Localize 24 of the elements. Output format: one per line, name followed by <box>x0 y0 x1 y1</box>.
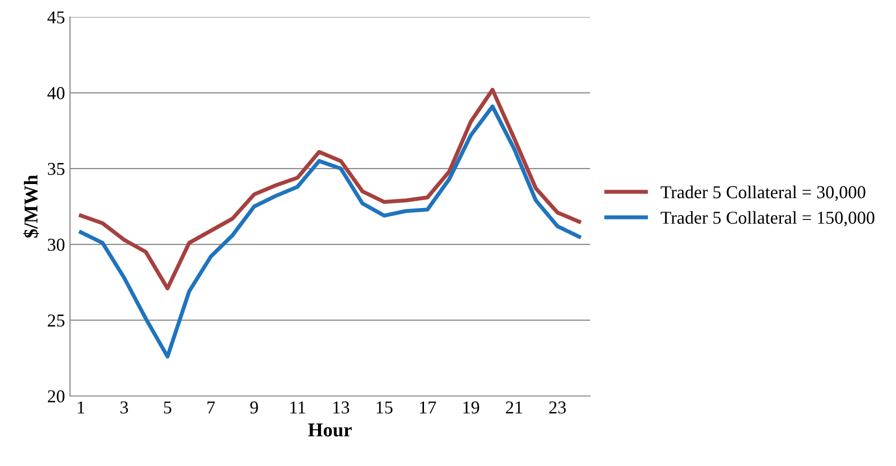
x-tick-label: 3 <box>120 401 128 414</box>
x-tick-label: 19 <box>463 401 480 414</box>
line-series <box>78 88 582 290</box>
x-tick-label: 9 <box>250 401 258 414</box>
y-tick-label: 40 <box>47 87 64 100</box>
x-tick-label: 23 <box>549 401 566 414</box>
y-axis-title: $/MWh <box>23 174 39 238</box>
y-tick-label: 20 <box>48 390 64 402</box>
line-series <box>78 104 582 359</box>
y-tick-label: 35 <box>48 162 64 176</box>
x-tick-label: 11 <box>290 401 306 414</box>
x-tick-label: 15 <box>376 401 392 414</box>
y-tick-label: 45 <box>47 11 64 24</box>
y-tick-label: 25 <box>48 314 64 327</box>
x-tick-label: 5 <box>164 402 172 414</box>
x-tick-label: 1 <box>78 401 84 414</box>
legend-label: Trader 5 Collateral = 150,000 <box>660 211 874 226</box>
x-axis-title: Hour <box>308 424 352 437</box>
x-tick-label: 17 <box>420 401 436 414</box>
legend-label: Trader 5 Collateral = 30,000 <box>660 186 866 201</box>
x-tick-label: 21 <box>506 401 522 414</box>
x-tick-label: 13 <box>333 401 350 414</box>
x-tick-label: 7 <box>208 402 215 414</box>
y-tick-label: 30 <box>48 238 64 251</box>
